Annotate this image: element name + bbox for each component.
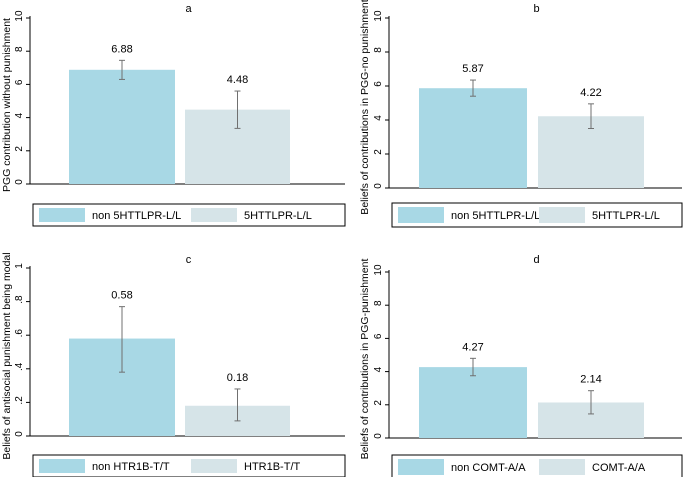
panel-title: a (185, 3, 192, 15)
legend-box (32, 203, 346, 227)
legend-label: non 5HTTLPR-L/L (92, 210, 181, 222)
data-label: 6.88 (111, 43, 132, 55)
y-tick-label: 6 (373, 81, 384, 87)
y-tick-label: 6 (373, 333, 384, 339)
legend-box (391, 454, 683, 477)
error-bar (119, 306, 125, 373)
data-label: 2.14 (580, 374, 601, 386)
data-label: 0.58 (111, 290, 132, 302)
legend-label: 5HTTLPR-L/L (592, 210, 660, 222)
legend-swatch (39, 208, 85, 222)
y-tick-label: 10 (373, 10, 384, 22)
legend-label: 5HTTLPR-L/L (244, 210, 312, 222)
y-tick-label: 6 (14, 79, 25, 85)
y-axis-title: Beliefs of antisocial punishment being m… (1, 252, 13, 459)
y-tick-label: 10 (14, 10, 25, 22)
data-label: 0.18 (227, 372, 248, 384)
error-bar (470, 79, 476, 97)
y-axis-title: Beliefs of contributions in PGG-punishme… (359, 259, 371, 460)
legend: non COMT-A/A COMT-A/A (391, 454, 683, 477)
y-tick-label: 8 (14, 46, 25, 52)
legend-box (32, 454, 346, 477)
legend-label: non HTR1B-T/T (92, 461, 170, 473)
y-tick-label: .8 (14, 295, 25, 304)
error-bar (234, 388, 241, 422)
legend-swatch (39, 459, 85, 473)
y-tick-label: 0 (14, 431, 25, 437)
legend-swatch (398, 207, 444, 223)
y-tick-label: 1 (14, 263, 25, 269)
y-tick-label: 2 (14, 146, 25, 152)
y-axis-title: Beliefs of contributions in PGG-no punis… (359, 0, 371, 215)
legend-label: non 5HTTLPR-L/L (451, 210, 540, 222)
legend-swatch (539, 459, 585, 475)
y-tick-label: 4 (373, 366, 384, 372)
bar (419, 367, 527, 438)
legend-label: non COMT-A/A (451, 462, 526, 474)
error-bar (588, 390, 594, 415)
y-axis-title: PGG contribution without punishment (1, 18, 13, 192)
error-bar (234, 90, 241, 129)
y-tick-label: 0 (14, 179, 25, 185)
error-bar (588, 103, 594, 129)
error-bar (470, 357, 476, 377)
data-label: 4.27 (462, 341, 483, 353)
y-tick-label: 4 (14, 112, 25, 118)
y-tick-label: 10 (373, 264, 384, 276)
y-tick-label: 2 (373, 149, 384, 155)
legend-label: HTR1B-T/T (244, 461, 301, 473)
legend: non 5HTTLPR-L/L 5HTTLPR-L/L (391, 202, 683, 228)
y-tick-label: 0 (373, 433, 384, 439)
y-tick-label: .2 (14, 396, 25, 405)
panel-title: b (533, 3, 539, 15)
y-tick-label: 4 (373, 115, 384, 121)
panel-title: c (186, 254, 192, 266)
y-tick-label: 0 (373, 183, 384, 189)
y-tick-label: .4 (14, 362, 25, 371)
panel-title: d (533, 254, 539, 266)
y-tick-label: 2 (373, 400, 384, 406)
legend-swatch (539, 207, 585, 223)
data-label: 4.22 (580, 87, 601, 99)
legend-swatch (191, 208, 237, 222)
bar (419, 88, 527, 188)
y-tick-label: 8 (373, 300, 384, 306)
legend: non HTR1B-T/T HTR1B-T/T (32, 454, 346, 477)
legend-swatch (191, 459, 237, 473)
legend-label: COMT-A/A (592, 462, 646, 474)
legend-swatch (398, 459, 444, 475)
bar (69, 69, 175, 184)
y-tick-label: 8 (373, 47, 384, 53)
y-tick-label: .6 (14, 329, 25, 338)
data-label: 5.87 (462, 63, 483, 75)
data-label: 4.48 (227, 74, 248, 86)
error-bar (119, 59, 125, 80)
legend: non 5HTTLPR-L/L 5HTTLPR-L/L (32, 203, 346, 227)
